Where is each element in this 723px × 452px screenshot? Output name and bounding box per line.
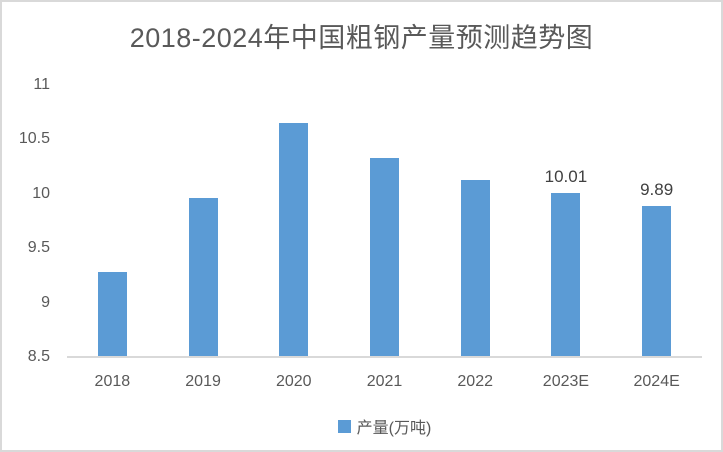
- bar-2023E: [551, 193, 581, 357]
- bar-2022: [460, 180, 490, 357]
- y-tick-label: 8.5: [27, 348, 50, 365]
- x-tick-label-2020: 2020: [275, 373, 312, 390]
- legend: 产量(万吨): [67, 414, 702, 438]
- bar-2019: [188, 198, 218, 357]
- legend-label: 产量(万吨): [356, 420, 432, 437]
- legend-marker-icon: [337, 419, 351, 433]
- y-tick-label: 9: [41, 293, 50, 311]
- x-tick-label-2018: 2018: [94, 373, 131, 390]
- x-tick-label-2022: 2022: [457, 373, 493, 390]
- bar-2020: [279, 123, 309, 357]
- y-tick-label: 9.5: [27, 239, 50, 257]
- plot-area: 10.01 9.89: [67, 85, 702, 357]
- x-tick-label-2023E: 2023E: [542, 373, 590, 390]
- x-tick-label-2021: 2021: [366, 373, 403, 390]
- x-axis-line: [67, 356, 702, 358]
- bar-value-label-2024E: 9.89: [640, 180, 674, 199]
- bar-value-label-2023E: 10.01: [544, 167, 588, 186]
- y-tick-label: 11: [33, 76, 50, 93]
- y-tick-label: 10.5: [18, 130, 50, 148]
- x-tick-label-2019: 2019: [185, 373, 221, 390]
- chart-title: 2018-2024年中国粗钢产量预测趋势图: [129, 23, 594, 53]
- bar-2021: [370, 158, 399, 357]
- x-tick-label-2024E: 2024E: [633, 373, 680, 390]
- bar-2024E: [642, 206, 672, 357]
- bar-2018: [97, 272, 127, 357]
- y-tick-label: 10: [32, 184, 50, 202]
